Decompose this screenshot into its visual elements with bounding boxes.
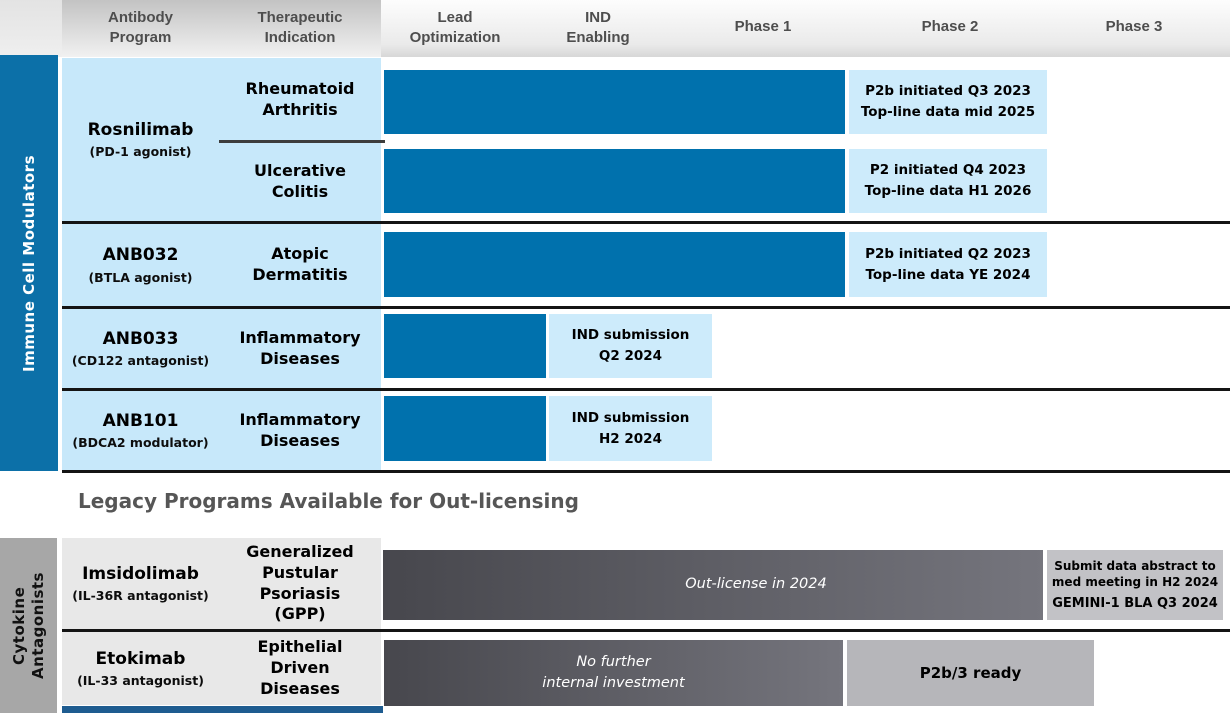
column-header-lead-optimization: Lead Optimization — [409, 9, 501, 47]
row-divider — [62, 221, 1230, 224]
program-cell-rosnilimab: Rosnilimab (PD-1 agonist) — [62, 58, 219, 221]
program-name-anb032: ANB032 — [102, 245, 179, 266]
header-stage-columns-background — [381, 0, 1230, 57]
section-label-immune-cell-modulators: Immune Cell Modulators — [19, 154, 38, 372]
indication-label-anb033-inflammatory-diseases: Inflammatory Diseases — [239, 327, 361, 368]
row-divider — [62, 388, 1230, 391]
program-cell-imsidolimab: Imsidolimab (IL-36R antagonist) — [62, 538, 219, 629]
column-header-phase-2: Phase 2 — [921, 18, 979, 35]
milestone-note-anb101: IND submission H2 2024 — [549, 396, 712, 461]
progress-bar-rheumatoid-arthritis — [384, 70, 845, 134]
program-name-etokimab: Etokimab — [95, 648, 186, 669]
program-mechanism-rosnilimab: (PD-1 agonist) — [89, 144, 192, 160]
program-cell-anb033: ANB033 (CD122 antagonist) — [62, 309, 219, 388]
indication-cell-epithelial-driven-diseases: Epithelial Driven Diseases — [219, 632, 381, 705]
imsidolimab-note-bla: GEMINI-1 BLA Q3 2024 — [1052, 596, 1218, 612]
program-cell-anb101: ANB101 (BDCA2 modulator) — [62, 391, 219, 470]
program-mechanism-anb101: (BDCA2 modulator) — [72, 435, 209, 451]
indication-label-rheumatoid-arthritis: Rheumatoid Arthritis — [245, 78, 355, 119]
legacy-bar-imsidolimab: Out-license in 2024 — [383, 550, 1043, 620]
program-name-imsidolimab: Imsidolimab — [82, 563, 199, 584]
legacy-bar-etokimab: No further internal investment — [384, 640, 843, 706]
milestone-note-imsidolimab: Submit data abstract to med meeting in H… — [1047, 550, 1223, 620]
indication-label-atopic-dermatitis: Atopic Dermatitis — [252, 244, 348, 284]
indication-label-ulcerative-colitis: Ulcerative Colitis — [254, 161, 346, 201]
program-name-rosnilimab: Rosnilimab — [87, 119, 194, 140]
milestone-note-atopic-dermatitis: P2b initiated Q2 2023 Top-line data YE 2… — [849, 232, 1047, 297]
bottom-cutoff-strip — [62, 706, 383, 713]
progress-bar-anb033 — [384, 314, 546, 378]
milestone-note-ulcerative-colitis: P2 initiated Q4 2023 Top-line data H1 20… — [849, 149, 1047, 213]
section-bottom-divider — [62, 470, 1230, 473]
program-mechanism-imsidolimab: (IL-36R antagonist) — [72, 588, 209, 604]
header-left-cap — [0, 0, 62, 57]
section-sidebar-immune-cell-modulators: Immune Cell Modulators — [0, 55, 58, 471]
indication-label-epithelial-driven-diseases: Epithelial Driven Diseases — [257, 637, 343, 698]
legacy-section-heading: Legacy Programs Available for Out-licens… — [78, 489, 579, 513]
header-program-columns-background — [62, 0, 381, 57]
milestone-note-rheumatoid-arthritis: P2b initiated Q3 2023 Top-line data mid … — [849, 70, 1047, 134]
program-cell-anb032: ANB032 (BTLA agonist) — [62, 224, 219, 306]
legacy-program-cells-background — [62, 538, 381, 705]
progress-bar-anb101 — [384, 396, 546, 461]
section-label-cytokine-antagonists: Cytokine Antagonists — [9, 572, 47, 679]
program-mechanism-etokimab: (IL-33 antagonist) — [77, 673, 204, 689]
row-divider — [62, 629, 1230, 632]
progress-bar-atopic-dermatitis — [384, 232, 845, 297]
program-mechanism-anb032: (BTLA agonist) — [88, 269, 193, 285]
indication-label-gpp: Generalized Pustular Psoriasis (GPP) — [246, 541, 354, 624]
imsidolimab-note-abstract: Submit data abstract to med meeting in H… — [1051, 558, 1219, 589]
indication-cell-atopic-dermatitis: Atopic Dermatitis — [219, 224, 381, 306]
immune-program-cells-background — [62, 58, 381, 470]
program-name-anb033: ANB033 — [102, 328, 179, 349]
program-cell-etokimab: Etokimab (IL-33 antagonist) — [62, 632, 219, 705]
indication-divider-rosnilimab — [219, 140, 385, 143]
program-name-anb101: ANB101 — [102, 410, 179, 431]
section-sidebar-cytokine-antagonists: Cytokine Antagonists — [0, 538, 57, 713]
column-header-ind-enabling: IND Enabling — [566, 9, 630, 47]
indication-cell-anb101-inflammatory-diseases: Inflammatory Diseases — [219, 391, 381, 470]
ready-bar-etokimab: P2b/3 ready — [847, 640, 1094, 706]
indication-cell-rheumatoid-arthritis: Rheumatoid Arthritis — [219, 58, 381, 141]
indication-cell-anb033-inflammatory-diseases: Inflammatory Diseases — [219, 309, 381, 388]
column-header-antibody-program: Antibody Program — [108, 9, 173, 47]
indication-cell-gpp: Generalized Pustular Psoriasis (GPP) — [219, 538, 381, 629]
column-header-therapeutic-indication: Therapeutic Indication — [257, 9, 343, 47]
row-divider — [62, 306, 1230, 309]
column-header-phase-3: Phase 3 — [1105, 18, 1163, 35]
indication-cell-ulcerative-colitis: Ulcerative Colitis — [219, 143, 381, 221]
progress-bar-ulcerative-colitis — [384, 149, 845, 213]
program-mechanism-anb033: (CD122 antagonist) — [71, 353, 210, 369]
indication-label-anb101-inflammatory-diseases: Inflammatory Diseases — [239, 409, 361, 450]
column-header-phase-1: Phase 1 — [734, 18, 792, 35]
milestone-note-anb033: IND submission Q2 2024 — [549, 314, 712, 378]
